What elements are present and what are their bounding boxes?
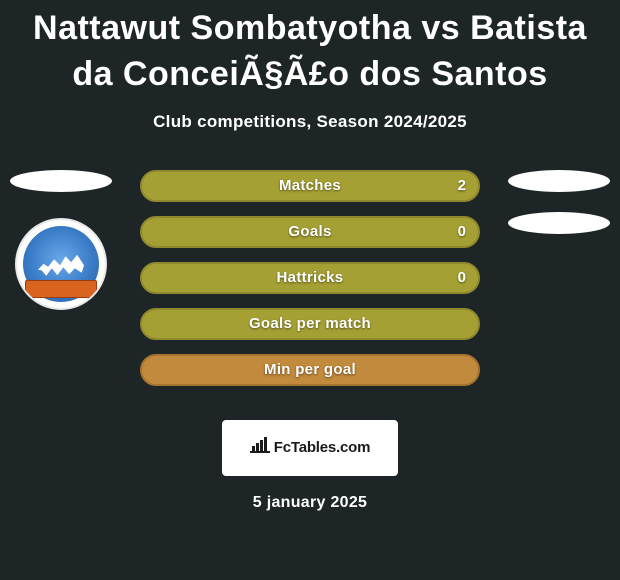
- stat-bar-label: Goals: [140, 216, 480, 248]
- stat-bar-label: Goals per match: [140, 308, 480, 340]
- club-badge-horse-icon: [38, 249, 84, 279]
- chart-icon: [250, 437, 270, 458]
- stat-bar-row: Hattricks0: [140, 262, 480, 294]
- stat-bar-label: Matches: [140, 170, 480, 202]
- stat-bar-row: Min per goal: [140, 354, 480, 386]
- stats-area: Matches2Goals0Hattricks0Goals per matchM…: [0, 170, 620, 400]
- stat-bars: Matches2Goals0Hattricks0Goals per matchM…: [140, 170, 480, 386]
- date-text: 5 january 2025: [0, 494, 620, 512]
- left-player-column: [6, 170, 116, 310]
- subtitle: Club competitions, Season 2024/2025: [0, 112, 620, 132]
- left-player-placeholder-ellipse: [10, 170, 112, 192]
- stat-bar-value-right: 0: [458, 216, 466, 248]
- stat-bar-label: Min per goal: [140, 354, 480, 386]
- stat-bar-label: Hattricks: [140, 262, 480, 294]
- stat-bar-row: Goals0: [140, 216, 480, 248]
- infographic-container: Nattawut Sombatyotha vs Batista da Conce…: [0, 0, 620, 580]
- right-player-column: [504, 170, 614, 234]
- brand-text: FcTables.com: [274, 439, 371, 456]
- left-club-badge: [15, 218, 107, 310]
- stat-bar-value-right: 2: [458, 170, 466, 202]
- right-player-placeholder-ellipse-2: [508, 212, 610, 234]
- stat-bar-value-right: 0: [458, 262, 466, 294]
- stat-bar-row: Goals per match: [140, 308, 480, 340]
- club-badge-band: [25, 280, 97, 298]
- page-title: Nattawut Sombatyotha vs Batista da Conce…: [0, 0, 620, 98]
- brand-badge: FcTables.com: [222, 420, 398, 476]
- right-player-placeholder-ellipse-1: [508, 170, 610, 192]
- stat-bar-row: Matches2: [140, 170, 480, 202]
